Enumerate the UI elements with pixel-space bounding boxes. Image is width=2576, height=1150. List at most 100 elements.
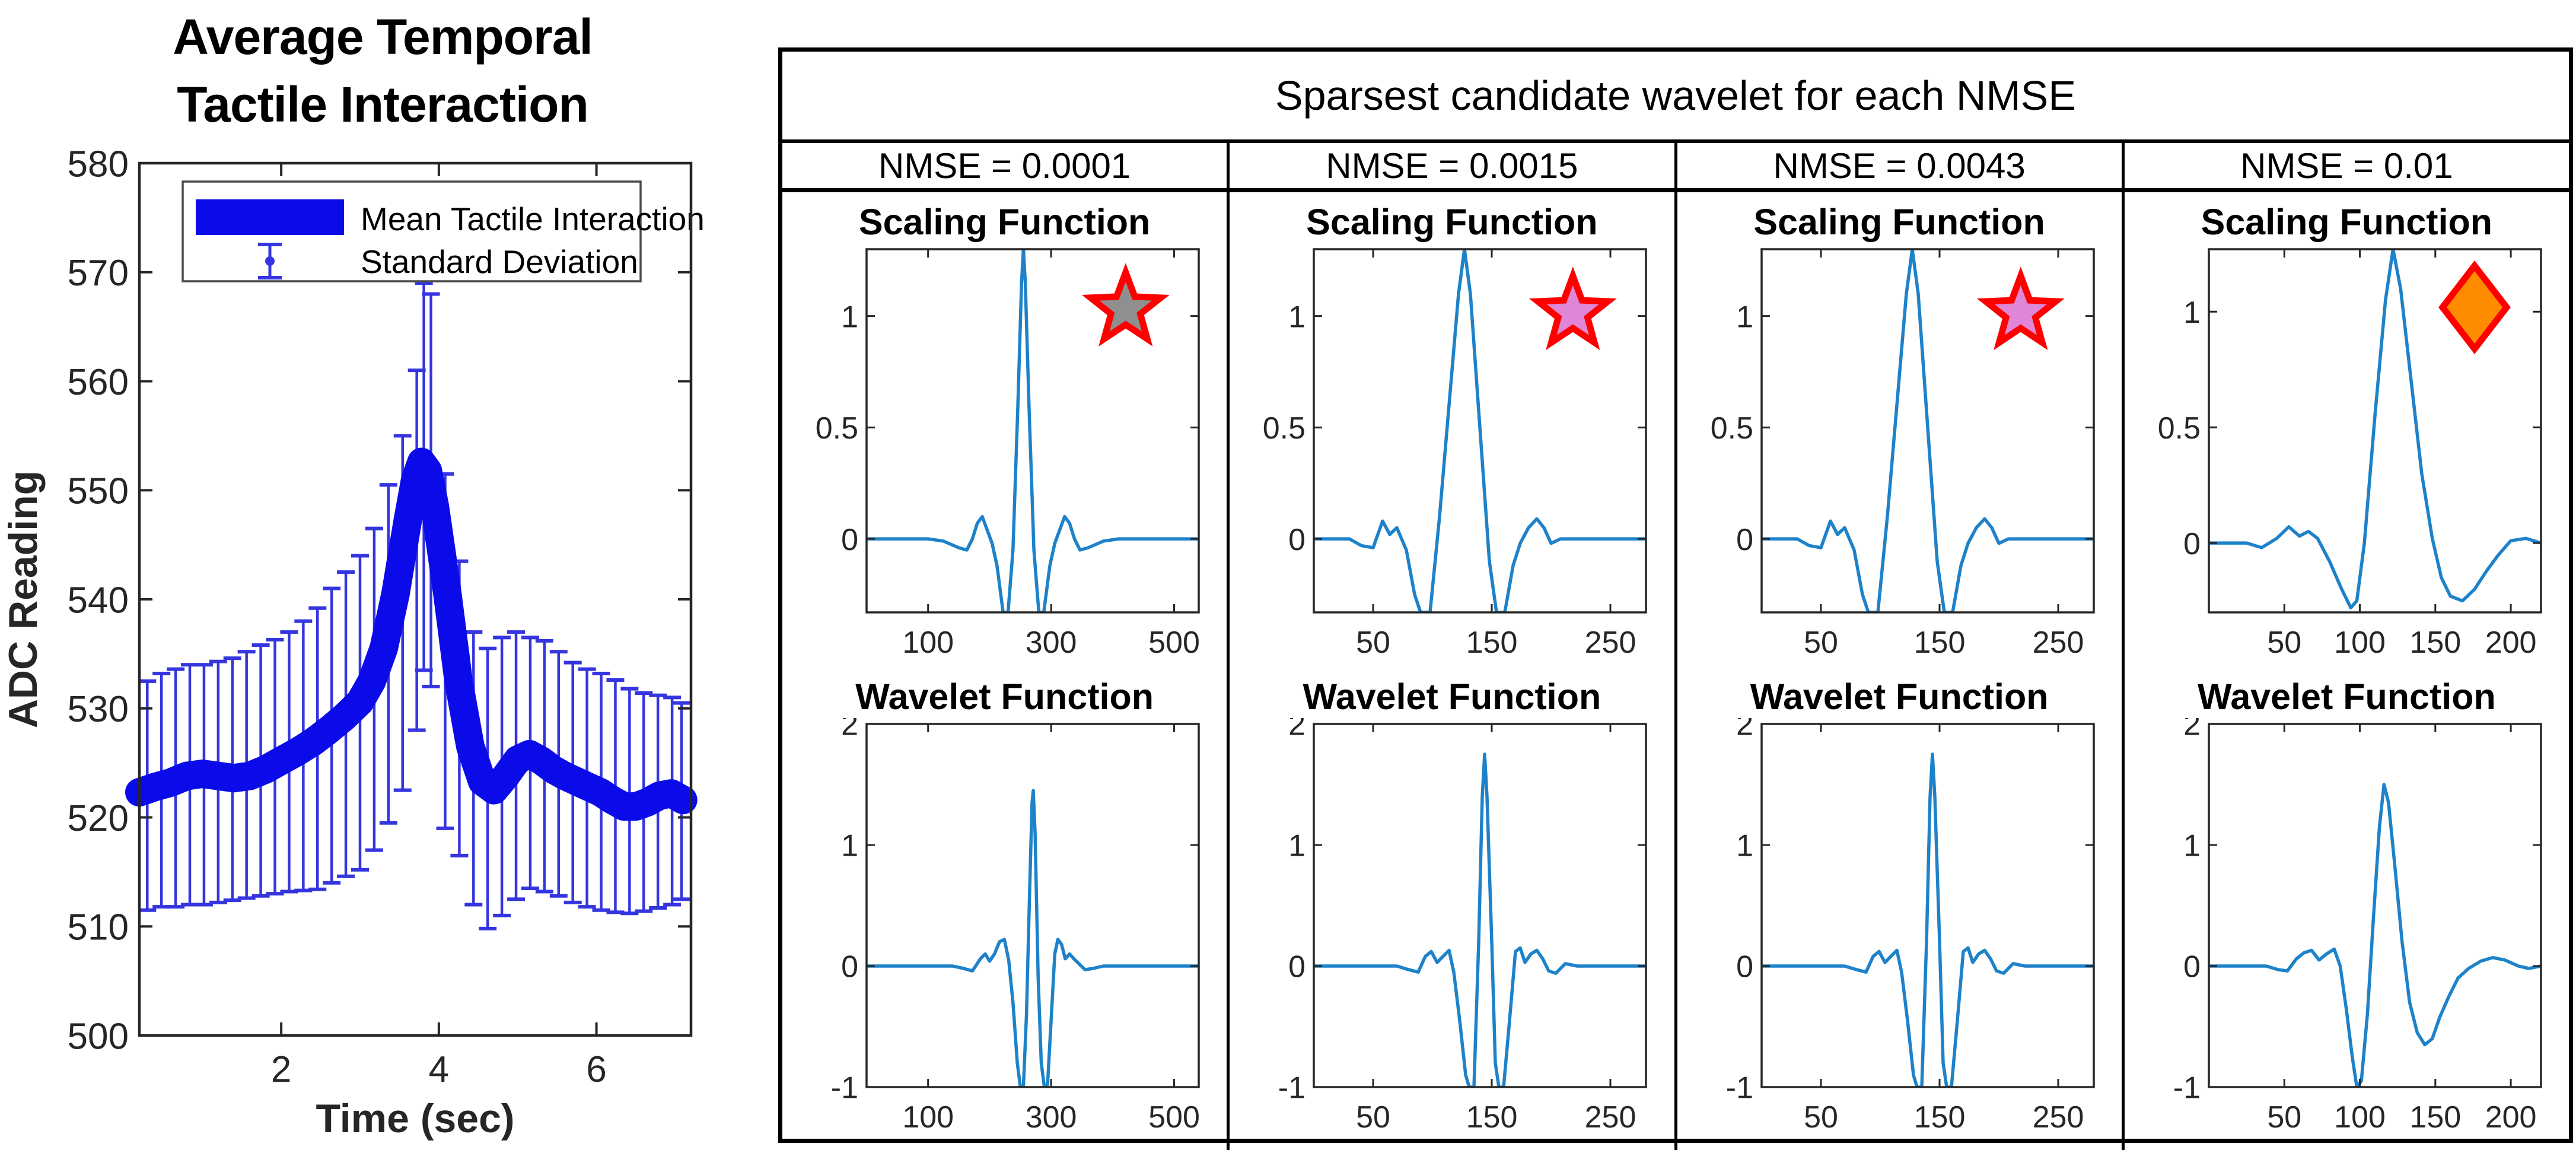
tactile-chart-title-line1: Average Temporal <box>173 9 593 65</box>
nmse-header-0: NMSE = 0.0001 <box>782 143 1230 188</box>
panel-title: Sparsest candidate wavelet for each NMSE <box>782 52 2569 143</box>
svg-text:500: 500 <box>1148 625 1200 660</box>
svg-text:150: 150 <box>1913 625 1965 660</box>
legend-swatch-mean <box>196 199 344 235</box>
svg-text:250: 250 <box>2032 625 2084 660</box>
wavelet-plot-1: 50 150 250 -1 0 1 2 <box>1278 718 1648 1135</box>
svg-text:0: 0 <box>841 950 858 984</box>
svg-text:4: 4 <box>429 1049 449 1090</box>
scaling-plot-1: 50 150 250 0 0.5 1 <box>1263 248 1648 660</box>
svg-text:2: 2 <box>271 1049 291 1090</box>
wavelet-column-2: Scaling Function 50 150 250 0 0.5 1 Wavelet F… <box>1677 192 2125 1150</box>
scaling-title-0: Scaling Function <box>858 202 1151 242</box>
svg-text:50: 50 <box>1356 1100 1390 1135</box>
svg-text:Mean Tactile Interaction: Mean Tactile Interaction <box>361 201 705 237</box>
wavelet-title-2: Wavelet Function <box>1750 676 2049 717</box>
wavelet-title-3: Wavelet Function <box>2198 676 2496 717</box>
scaling-subplot-0: Scaling Function 100 300 500 0 0.5 1 <box>782 201 1227 675</box>
svg-text:150: 150 <box>2409 1100 2461 1135</box>
x-axis-label: Time (sec) <box>316 1096 514 1141</box>
svg-text:300: 300 <box>1026 625 1077 660</box>
svg-text:1: 1 <box>1736 300 1753 334</box>
svg-text:560: 560 <box>68 362 129 403</box>
svg-text:200: 200 <box>2485 1100 2537 1135</box>
svg-text:0.5: 0.5 <box>1263 411 1305 446</box>
svg-text:580: 580 <box>68 144 129 185</box>
svg-text:0.5: 0.5 <box>816 411 858 446</box>
svg-text:0: 0 <box>2183 527 2201 561</box>
nmse-header-1: NMSE = 0.0015 <box>1230 143 1677 188</box>
svg-text:500: 500 <box>68 1016 129 1057</box>
svg-text:250: 250 <box>1585 1100 1636 1135</box>
svg-text:50: 50 <box>1804 1100 1838 1135</box>
svg-text:0.5: 0.5 <box>2158 411 2201 446</box>
wavelet-panel: Sparsest candidate wavelet for each NMSE… <box>778 47 2573 1150</box>
wavelet-plot-3: 50 100 150 200 -1 0 1 2 <box>2173 718 2542 1135</box>
svg-text:1: 1 <box>1736 829 1753 863</box>
scaling-title-2: Scaling Function <box>1753 202 2045 242</box>
svg-text:Standard Deviation: Standard Deviation <box>361 243 638 280</box>
svg-text:250: 250 <box>1585 625 1636 660</box>
svg-text:540: 540 <box>68 580 129 621</box>
svg-text:1: 1 <box>2183 829 2201 863</box>
svg-text:150: 150 <box>1466 625 1518 660</box>
svg-text:50: 50 <box>2267 1100 2301 1135</box>
wavelet-column-1: Scaling Function 50 150 250 0 0.5 1 Wavelet F… <box>1230 192 1677 1150</box>
svg-text:0.5: 0.5 <box>1710 411 1753 446</box>
svg-text:2: 2 <box>1288 718 1305 742</box>
svg-text:150: 150 <box>2409 625 2461 660</box>
svg-text:-1: -1 <box>1278 1071 1305 1105</box>
legend: Mean Tactile Interaction Standard Deviati… <box>182 180 705 282</box>
svg-text:-1: -1 <box>1725 1071 1753 1105</box>
svg-text:0: 0 <box>1736 523 1753 557</box>
scaling-plot-2: 50 150 250 0 0.5 1 <box>1710 248 2095 660</box>
diamond-marker <box>2438 260 2511 354</box>
scaling-title-1: Scaling Function <box>1306 202 1598 242</box>
wavelet-title-1: Wavelet Function <box>1303 676 1601 717</box>
svg-text:500: 500 <box>1148 1100 1200 1135</box>
svg-text:1: 1 <box>2183 296 2201 330</box>
svg-text:2: 2 <box>1736 718 1753 742</box>
star-marker <box>1529 266 1617 351</box>
svg-text:520: 520 <box>68 798 129 839</box>
wavelet-subplot-2: Wavelet Function 50 150 250 -1 0 1 2 <box>1677 675 2122 1150</box>
scaling-subplot-3: Scaling Function 50 100 150 200 0 0.5 1 <box>2125 201 2569 675</box>
svg-text:50: 50 <box>1356 625 1390 660</box>
y-axis-label: ADC Reading <box>1 471 46 728</box>
svg-text:250: 250 <box>2032 1100 2084 1135</box>
svg-text:1: 1 <box>1288 300 1305 334</box>
wavelet-body-row: Scaling Function 100 300 500 0 0.5 1 Wavelet … <box>782 192 2569 1150</box>
wavelet-plot-2: 50 150 250 -1 0 1 2 <box>1725 718 2095 1135</box>
svg-text:150: 150 <box>1913 1100 1965 1135</box>
svg-text:50: 50 <box>2267 625 2301 660</box>
svg-text:200: 200 <box>2485 625 2537 660</box>
svg-text:100: 100 <box>902 625 954 660</box>
svg-text:550: 550 <box>68 471 129 512</box>
svg-text:530: 530 <box>68 689 129 730</box>
svg-text:1: 1 <box>841 829 858 863</box>
svg-text:6: 6 <box>586 1049 606 1090</box>
tactile-chart-area: Average Temporal Tactile Interaction Mea… <box>0 0 777 1146</box>
star-marker <box>1976 266 2065 351</box>
svg-text:1: 1 <box>1288 829 1305 863</box>
nmse-header-2: NMSE = 0.0043 <box>1677 143 2125 188</box>
svg-text:0: 0 <box>1288 523 1305 557</box>
svg-text:570: 570 <box>68 253 129 294</box>
wavelet-column-0: Scaling Function 100 300 500 0 0.5 1 Wavelet … <box>782 192 1230 1150</box>
scaling-plot-3: 50 100 150 200 0 0.5 1 <box>2158 248 2542 660</box>
wavelet-subplot-3: Wavelet Function 50 100 150 200 -1 0 1 2 <box>2125 675 2569 1150</box>
svg-text:150: 150 <box>1466 1100 1518 1135</box>
svg-text:100: 100 <box>2334 625 2386 660</box>
wavelet-column-3: Scaling Function 50 100 150 200 0 0.5 1 Wavele… <box>2125 192 2569 1150</box>
wavelet-plot-0: 100 300 500 -1 0 1 2 <box>831 718 1200 1135</box>
wavelet-subplot-0: Wavelet Function 100 300 500 -1 0 1 2 <box>782 675 1227 1150</box>
svg-text:0: 0 <box>1736 950 1753 984</box>
tactile-chart-plot: Mean Tactile Interaction Standard Deviati… <box>1 144 705 1141</box>
tactile-chart-title-line2: Tactile Interaction <box>177 77 589 132</box>
svg-text:2: 2 <box>2183 718 2201 742</box>
svg-text:1: 1 <box>841 300 858 334</box>
svg-text:0: 0 <box>2183 950 2201 984</box>
nmse-header-3: NMSE = 0.01 <box>2240 145 2453 186</box>
wavelet-subplot-1: Wavelet Function 50 150 250 -1 0 1 2 <box>1230 675 1674 1150</box>
